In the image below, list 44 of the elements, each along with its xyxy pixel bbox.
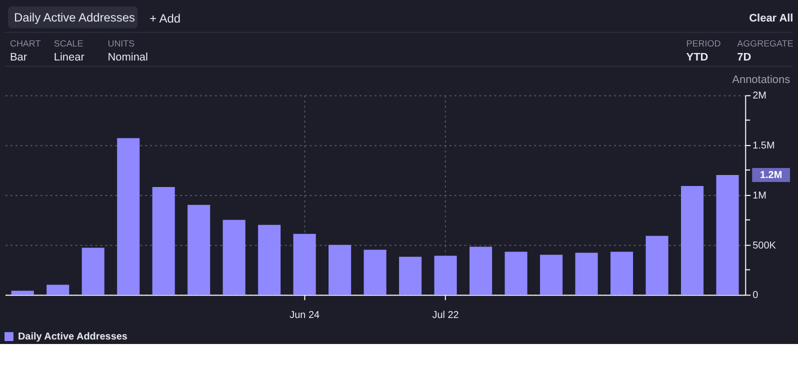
bar: [11, 290, 34, 295]
text: Nominal: [108, 51, 148, 64]
bar: [117, 138, 140, 295]
bar: [46, 284, 70, 295]
text: YTD: [686, 51, 708, 64]
text: Linear: [54, 51, 85, 64]
text: PERIOD: [686, 38, 722, 48]
bar: [716, 174, 739, 295]
text: SCALE: [54, 38, 84, 48]
bar: [610, 252, 634, 295]
bar: [293, 234, 316, 295]
text: Bar: [10, 51, 28, 64]
x-tick-label: Jul 22: [432, 310, 460, 322]
bar: [434, 256, 457, 295]
bar: [152, 186, 175, 295]
bar: [540, 254, 563, 295]
bar: [504, 252, 528, 295]
bar: [258, 224, 281, 295]
text: 7D: [737, 51, 752, 64]
bar: [680, 186, 704, 295]
text: Clear All: [749, 12, 794, 24]
chart-title: Daily Active Addresses: [14, 10, 136, 24]
y-tick-label: 1.5M: [752, 140, 775, 152]
bar: [188, 204, 210, 295]
y-tick-label: 500K: [752, 240, 776, 252]
y-tick-label: 2M: [752, 90, 766, 102]
text: + Add: [150, 11, 181, 26]
text: Annotations: [732, 74, 791, 86]
text: AGGREGATE: [737, 38, 794, 48]
bar: [328, 244, 352, 295]
bar: [364, 250, 386, 295]
bar: [82, 248, 104, 295]
bar: [399, 256, 422, 295]
text: CHART: [10, 38, 42, 48]
bar: [470, 246, 492, 295]
bar: [575, 252, 598, 295]
bar: [222, 220, 246, 295]
legend-label: Daily Active Addresses: [18, 332, 128, 343]
y-tick-label: 0: [752, 290, 759, 302]
bar: [646, 236, 668, 295]
text: UNITS: [108, 38, 135, 48]
x-tick-label: Jun 24: [290, 310, 320, 322]
y-tick-label: 1M: [752, 190, 766, 202]
text: 1.2M: [760, 170, 782, 181]
